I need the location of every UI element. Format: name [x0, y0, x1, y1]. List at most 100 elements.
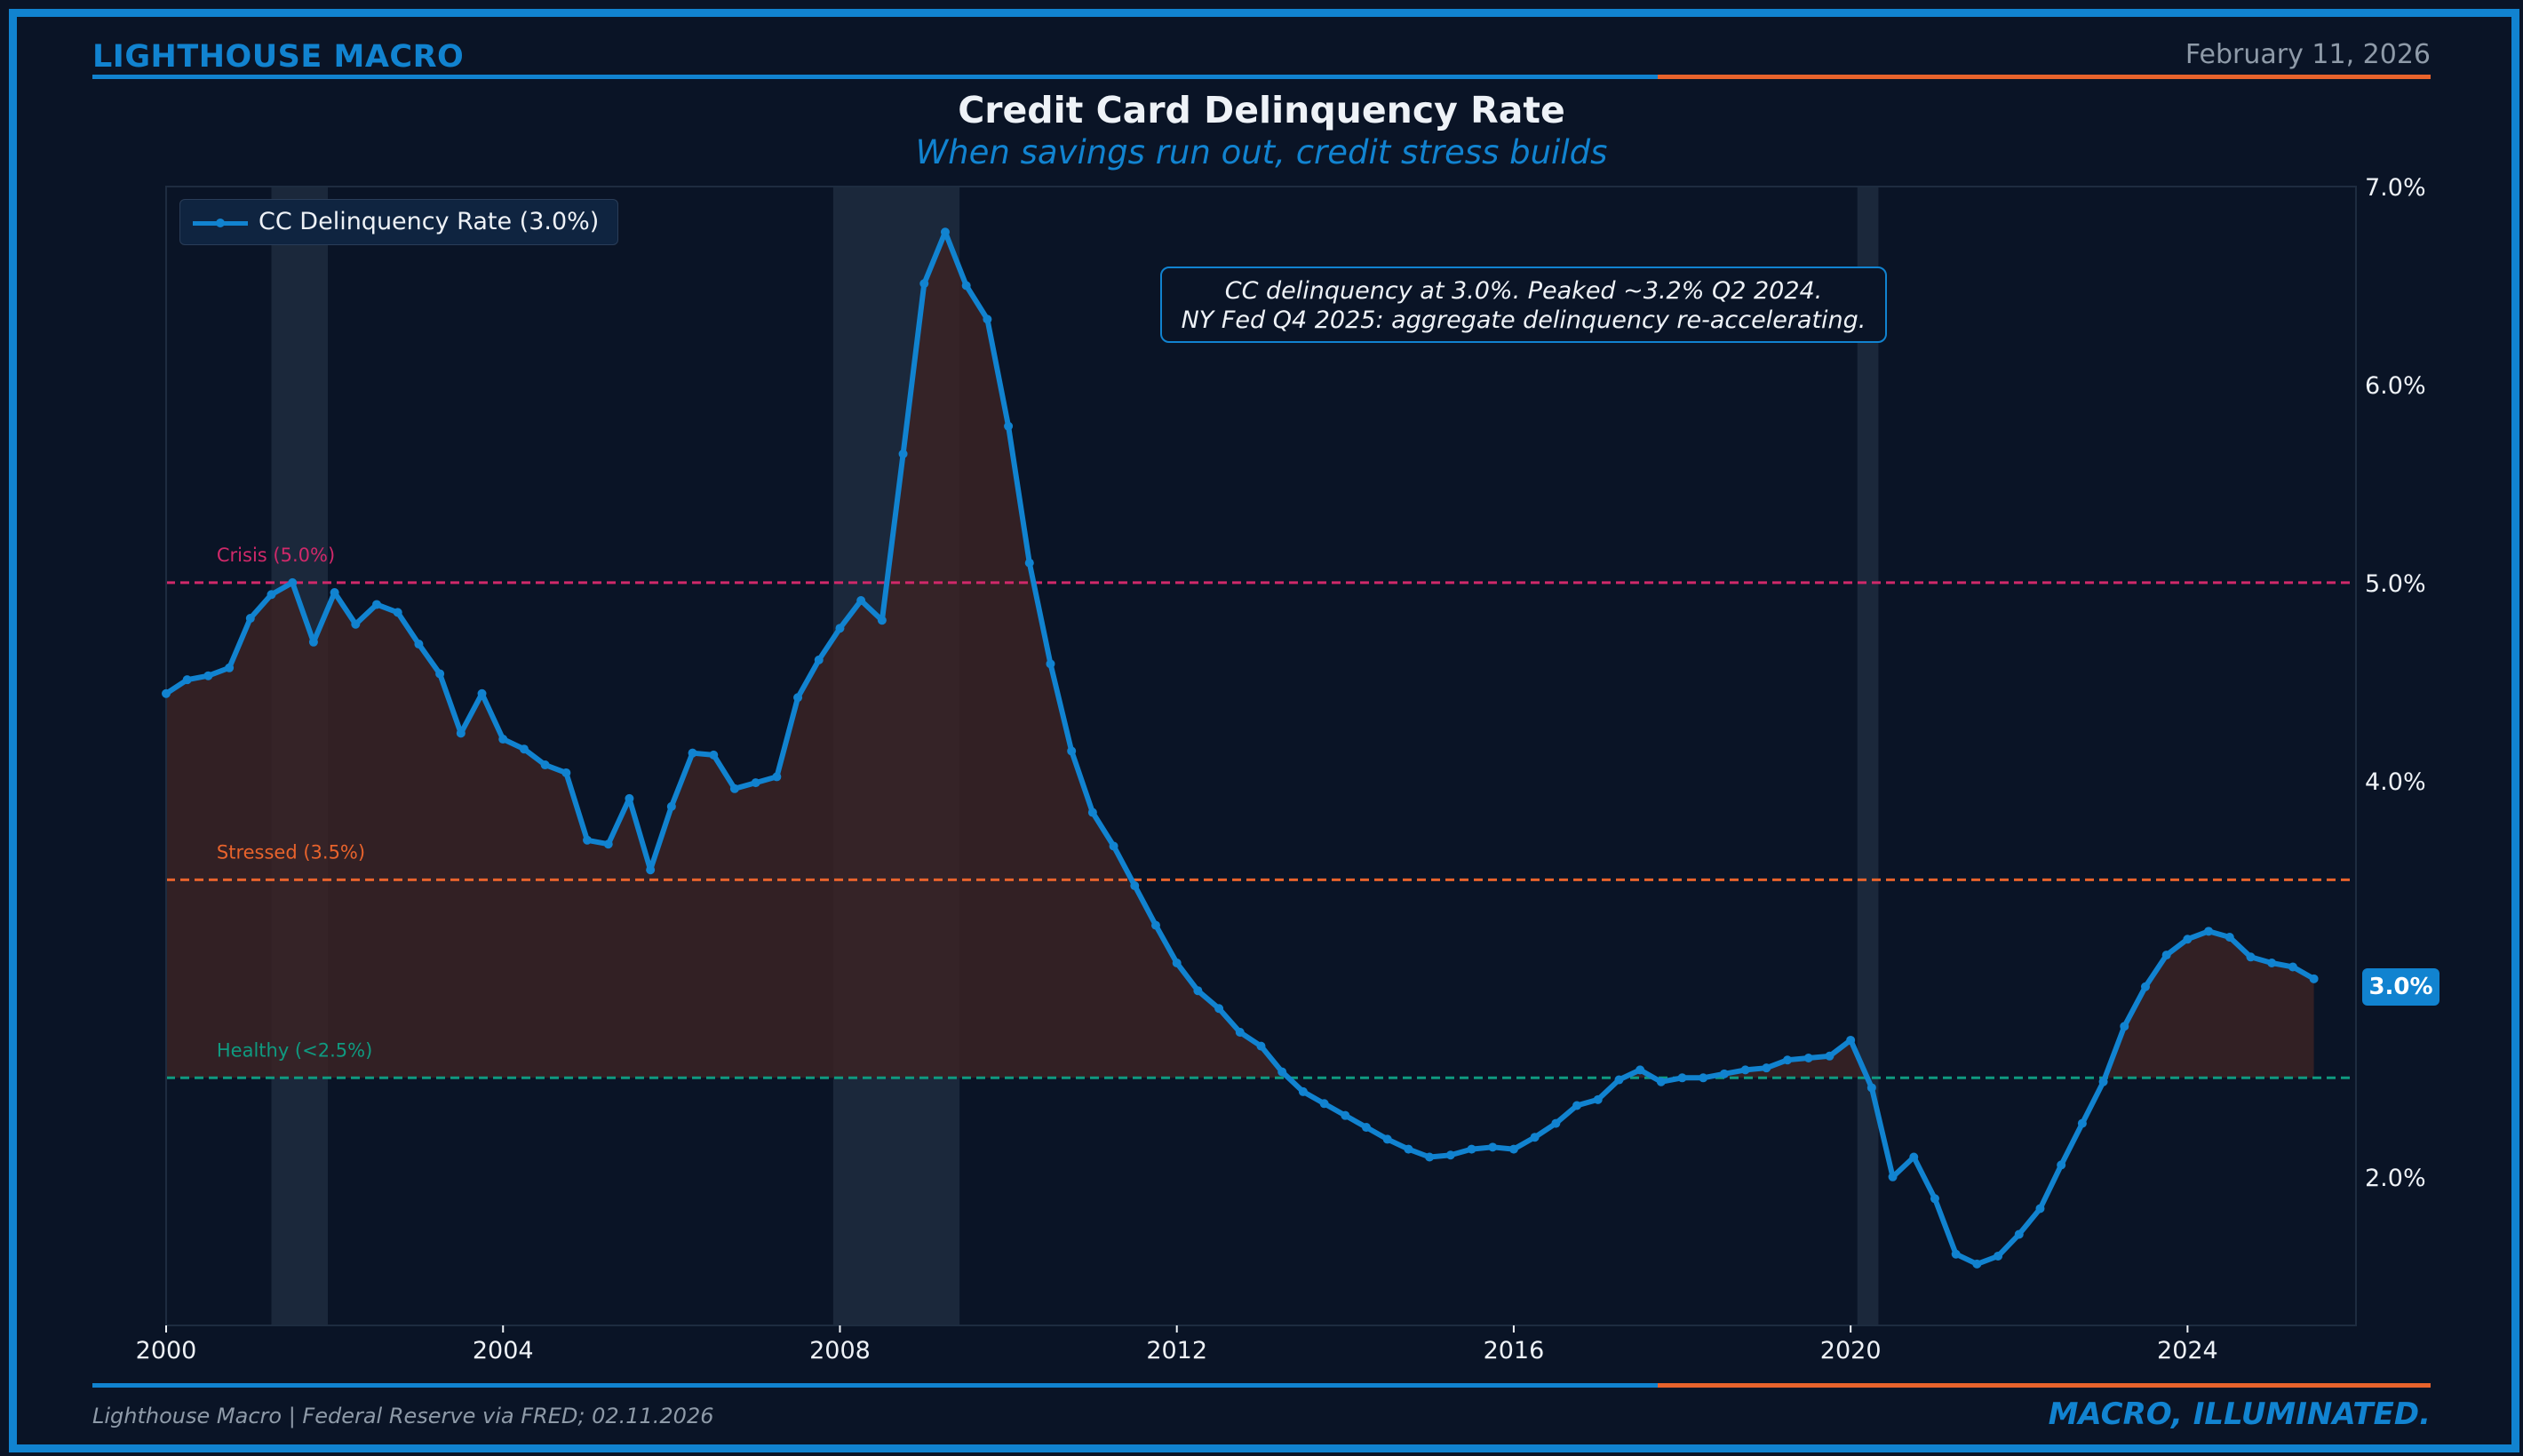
- data-point: [1214, 1004, 1224, 1014]
- data-point: [1382, 1134, 1392, 1144]
- annotation-line-1: CC delinquency at 3.0%. Peaked ~3.2% Q2 …: [1224, 277, 1823, 305]
- x-tick-label: 2024: [2157, 1337, 2218, 1365]
- legend-label: CC Delinquency Rate (3.0%): [259, 208, 600, 235]
- data-point: [2014, 1229, 2024, 1239]
- data-point: [2183, 935, 2193, 944]
- data-point: [1803, 1054, 1813, 1063]
- data-point: [203, 671, 213, 680]
- chart-title: Credit Card Delinquency Rate: [958, 89, 1565, 131]
- data-point: [414, 640, 424, 649]
- header-rule-blue: [92, 75, 1658, 79]
- data-point: [1046, 659, 1055, 669]
- footer-rule-blue: [92, 1383, 1658, 1388]
- data-point: [182, 675, 192, 685]
- data-point: [2161, 951, 2171, 960]
- data-point: [1067, 746, 1077, 756]
- data-point: [1109, 841, 1118, 851]
- footer-rule-orange: [1658, 1383, 2431, 1388]
- data-point: [1888, 1172, 1898, 1182]
- data-point: [2077, 1118, 2087, 1128]
- footer-tagline: MACRO, ILLUMINATED.: [2048, 1396, 2431, 1432]
- data-point: [751, 778, 760, 788]
- data-point: [1614, 1075, 1624, 1085]
- data-point: [1909, 1152, 1919, 1162]
- data-point: [351, 619, 361, 629]
- data-point: [2267, 958, 2277, 967]
- data-point: [1024, 558, 1034, 568]
- data-point: [919, 279, 929, 289]
- data-point: [835, 624, 845, 633]
- data-point: [877, 616, 887, 625]
- data-point: [2140, 982, 2150, 991]
- data-point: [1699, 1073, 1708, 1083]
- data-point: [1508, 1144, 1518, 1154]
- data-point: [2098, 1077, 2108, 1086]
- data-point: [1762, 1063, 1771, 1073]
- data-point: [1866, 1083, 1876, 1093]
- data-point: [1719, 1069, 1729, 1078]
- data-point: [1404, 1144, 1413, 1154]
- x-tick-label: 2020: [1820, 1337, 1882, 1365]
- ref-label-stressed: Stressed (3.5%): [217, 841, 365, 863]
- x-tick-label: 2016: [1484, 1337, 1545, 1365]
- data-point: [940, 227, 950, 237]
- data-point: [898, 449, 908, 458]
- data-point: [1783, 1055, 1793, 1065]
- data-point: [1994, 1251, 2003, 1261]
- data-point: [2225, 933, 2234, 943]
- data-point: [477, 688, 487, 698]
- data-point: [1530, 1133, 1540, 1142]
- footer-source: Lighthouse Macro | Federal Reserve via F…: [92, 1404, 714, 1428]
- data-point: [1972, 1259, 1982, 1269]
- data-point: [983, 314, 992, 324]
- x-tick-label: 2012: [1146, 1337, 1207, 1365]
- data-point: [1593, 1094, 1603, 1104]
- x-tick-label: 2000: [136, 1337, 197, 1365]
- data-point: [814, 655, 824, 664]
- data-point: [1087, 808, 1097, 817]
- data-point: [729, 784, 739, 793]
- data-point: [1362, 1123, 1372, 1133]
- data-point: [1277, 1067, 1287, 1077]
- data-point: [1930, 1194, 1939, 1204]
- data-point: [1341, 1110, 1350, 1120]
- data-point: [583, 835, 593, 845]
- data-point: [1172, 958, 1182, 967]
- y-tick-label: 5.0%: [2365, 570, 2426, 598]
- x-tick-label: 2004: [473, 1337, 534, 1365]
- y-tick-label: 7.0%: [2365, 174, 2426, 202]
- data-point: [1256, 1041, 1266, 1051]
- data-point: [1677, 1073, 1687, 1083]
- data-point: [1150, 920, 1160, 930]
- stress-fill-2: [1703, 1039, 1867, 1078]
- recession-band-2: [1857, 187, 1879, 1325]
- chart-subtitle: When savings run out, credit stress buil…: [915, 133, 1608, 171]
- data-point: [1636, 1065, 1645, 1075]
- data-point: [1551, 1118, 1561, 1128]
- data-point: [1235, 1028, 1245, 1038]
- ref-label-healthy: Healthy (<2.5%): [217, 1039, 372, 1061]
- data-point: [1298, 1086, 1308, 1096]
- data-point: [666, 801, 676, 811]
- data-point: [2204, 927, 2214, 936]
- data-point: [2120, 1022, 2129, 1031]
- data-point: [288, 577, 298, 587]
- data-point: [435, 669, 445, 679]
- data-point: [603, 839, 613, 849]
- data-point: [856, 595, 866, 605]
- data-point: [646, 865, 656, 875]
- data-point: [393, 608, 402, 617]
- data-point: [225, 663, 235, 672]
- data-point: [540, 760, 550, 770]
- data-point: [519, 744, 529, 754]
- header-rule-orange: [1658, 75, 2431, 79]
- data-point: [688, 748, 697, 758]
- y-tick-label: 6.0%: [2365, 372, 2426, 400]
- plot-border: [165, 186, 2357, 1326]
- data-point: [2246, 952, 2256, 962]
- data-point: [709, 750, 719, 760]
- data-point: [456, 728, 466, 738]
- y-tick-label: 4.0%: [2365, 768, 2426, 796]
